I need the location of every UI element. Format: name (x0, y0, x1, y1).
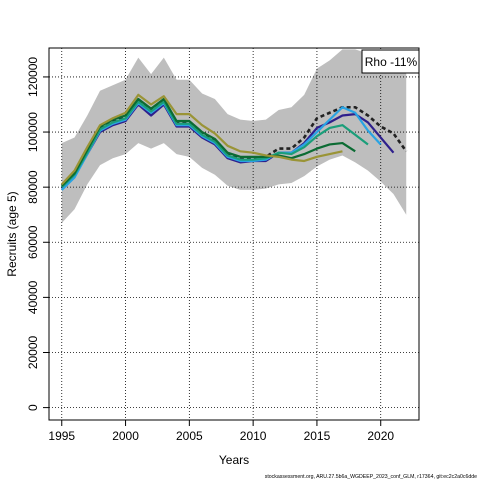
y-axis-label: Recruits (age 5) (5, 191, 19, 276)
confidence-band (61, 49, 407, 223)
x-tick-label: 2010 (240, 429, 267, 443)
y-tick-label: 60000 (26, 225, 40, 259)
plot-frame (48, 47, 420, 421)
legend-rho-label: Rho -11% (365, 55, 418, 69)
series-layer (60, 93, 408, 191)
series-line-6 (60, 93, 343, 186)
x-axis-label: Years (219, 453, 249, 467)
y-tick-label: 40000 (26, 280, 40, 314)
legend: Rho -11% (361, 49, 420, 74)
series-line-4 (60, 100, 369, 188)
y-tick-label: 120000 (26, 57, 40, 97)
y-tick-label: 0 (26, 404, 40, 411)
y-tick-label: 20000 (26, 335, 40, 369)
x-tick-label: 2015 (304, 429, 331, 443)
y-tick-label: 100000 (26, 112, 40, 152)
legend-box (361, 49, 420, 74)
x-tick-label: 1995 (48, 429, 75, 443)
y-tick-label: 80000 (26, 170, 40, 204)
confidence-band-layer (61, 49, 407, 223)
x-tick-label: 2005 (176, 429, 203, 443)
axes-layer: 1995 2000 2005 2010 2015 2020 0 20000 40000 60000… (26, 57, 394, 443)
x-tick-label: 2000 (112, 429, 139, 443)
series-line-5 (60, 97, 356, 187)
footnote: stockassessment.org, ARU.27.5b6a_WGDEEP_… (265, 474, 477, 480)
grid-layer (49, 48, 419, 420)
series-line-1 (60, 99, 408, 187)
x-tick-label: 2020 (367, 429, 394, 443)
series-line-2 (60, 103, 395, 190)
